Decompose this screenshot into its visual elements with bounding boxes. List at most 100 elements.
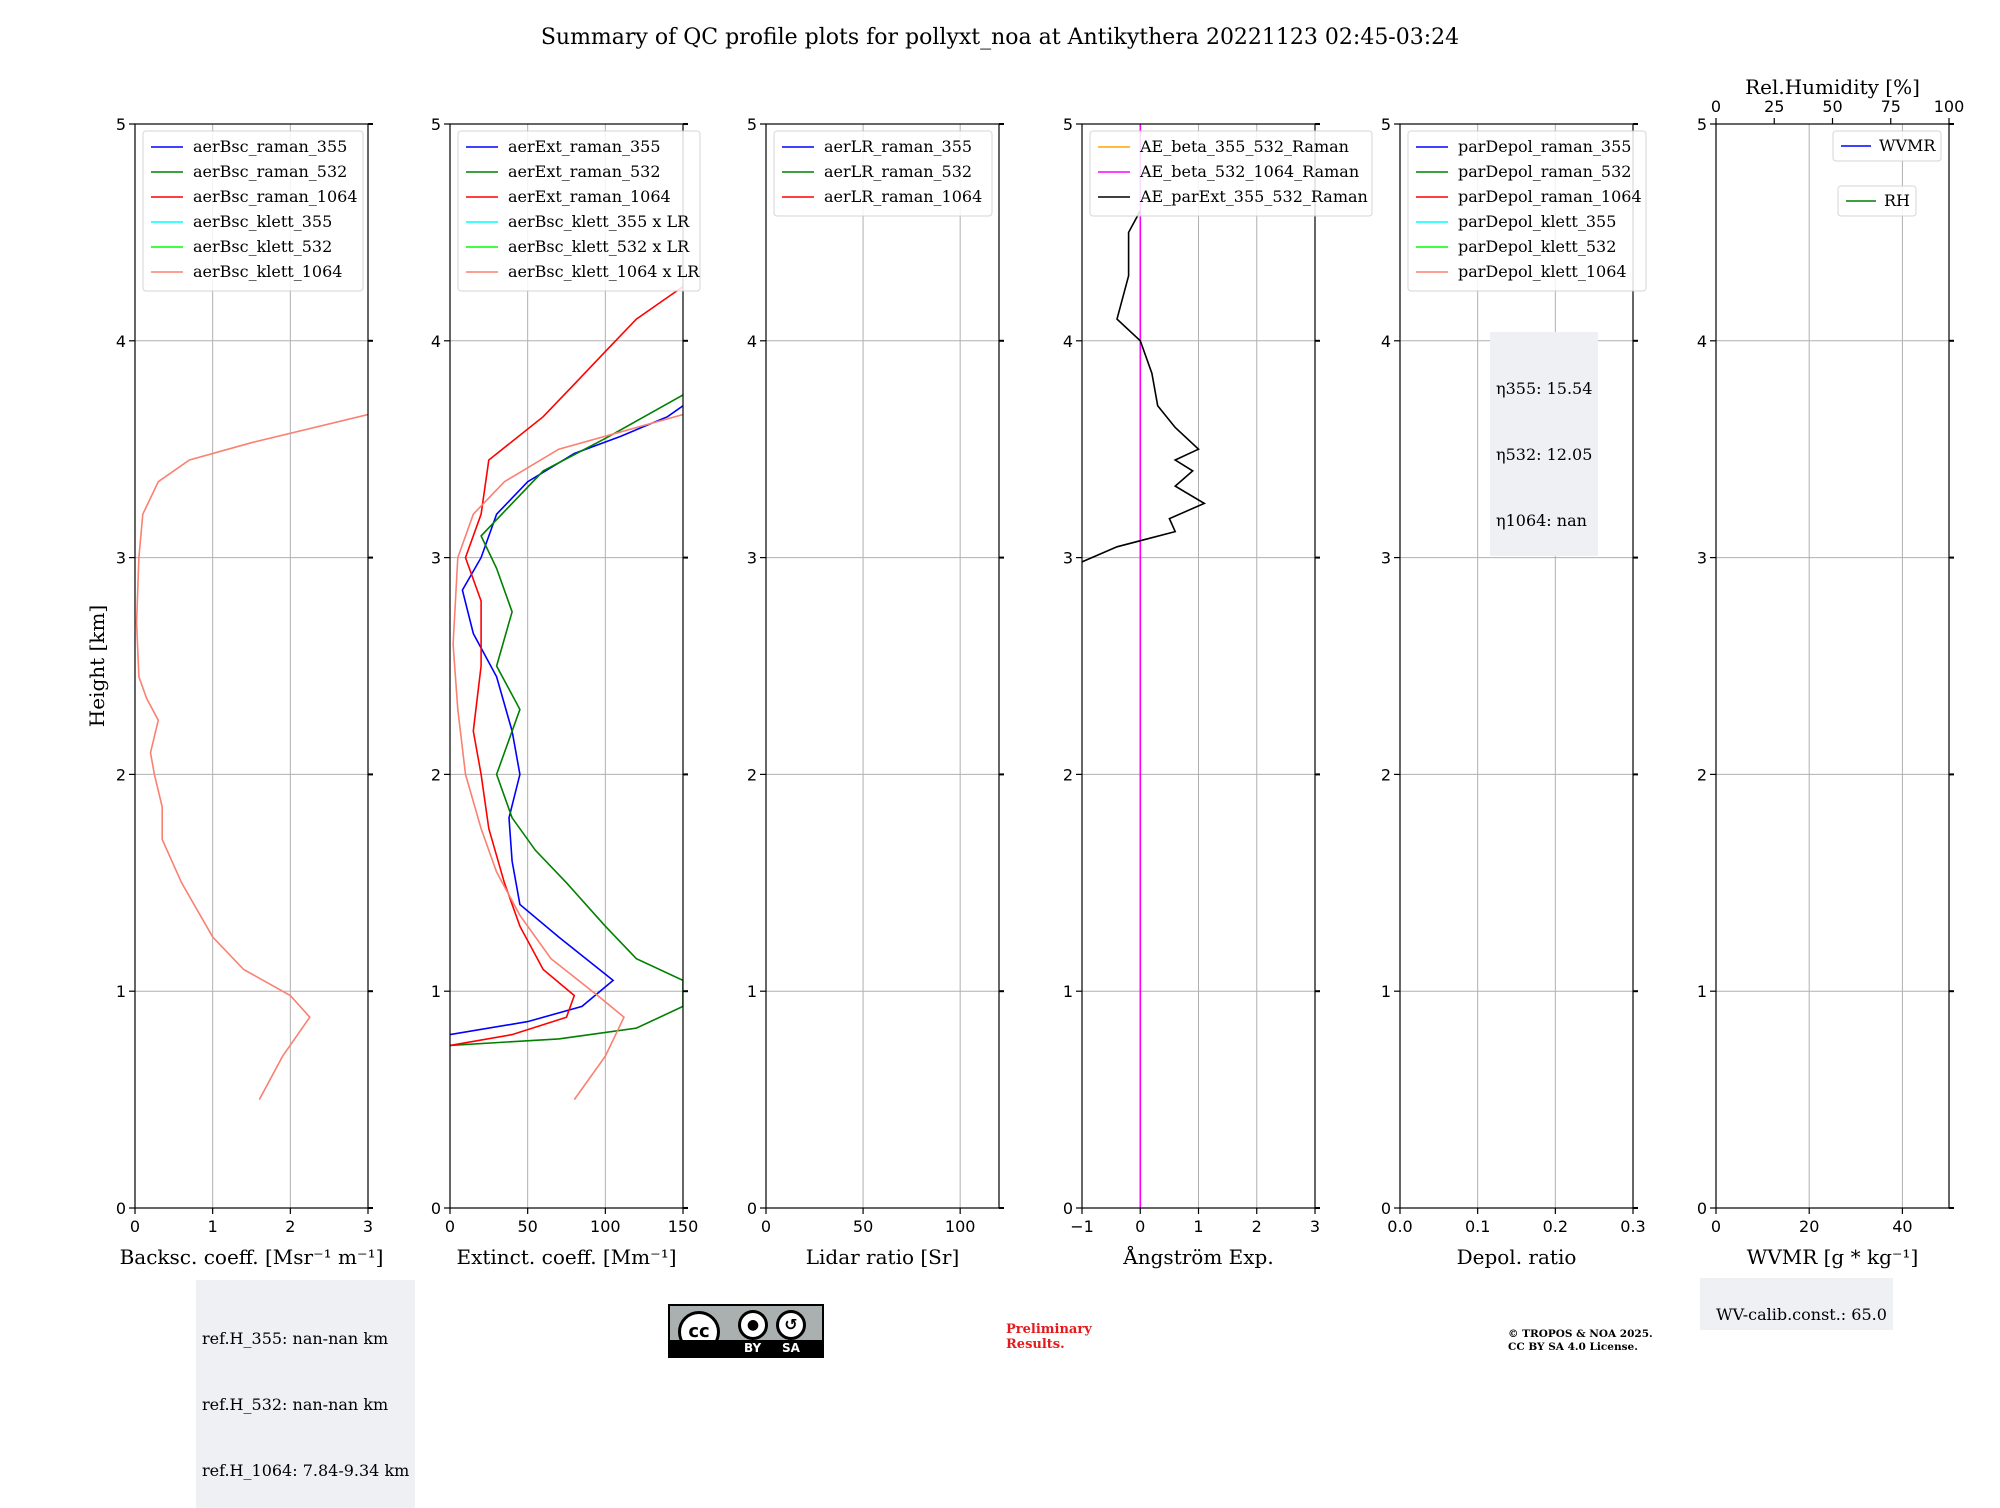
x-tick-label: 0.3 (1620, 1217, 1645, 1236)
y-tick-label: 2 (1063, 765, 1073, 784)
plot-frame (134, 123, 369, 1209)
share-alike-icon: ↺ (776, 1310, 806, 1340)
series-line-AE_parExt_355_532_Raman (1082, 210, 1207, 563)
legend-box (457, 130, 701, 292)
legend-label-aerBsc_klett_1064: aerBsc_klett_1064 (193, 262, 342, 281)
legend-label-AE_beta_355_532_Raman: AE_beta_355_532_Raman (1139, 137, 1349, 156)
y-tick-label: 3 (1063, 549, 1073, 568)
preliminary-line-1: Preliminary (1006, 1322, 1092, 1337)
x-tick-label: 0.2 (1543, 1217, 1568, 1236)
legend-label-aerBsc_raman_1064: aerBsc_raman_1064 (193, 187, 358, 206)
legend-box (142, 130, 364, 292)
chart-panel-1: 0 1 2 3 4 5 0 1 2 3 Backsc. coeff. [Msr⁻¹ m⁻¹] Heig… (85, 115, 383, 1269)
y-tick-label: 2 (1381, 765, 1391, 784)
y-tick-label: 3 (1381, 549, 1391, 568)
top-x-tick-label: 25 (1764, 97, 1784, 116)
legend-label-aerLR_raman_532: aerLR_raman_532 (824, 162, 972, 181)
x-axis-label: Backsc. coeff. [Msr⁻¹ m⁻¹] (120, 1245, 384, 1269)
x-tick-label: 3 (363, 1217, 373, 1236)
x-tick-label: 100 (945, 1217, 976, 1236)
top-x-tick-label: 0 (1711, 97, 1721, 116)
plot-frame (1715, 123, 1950, 1209)
y-tick-label: 1 (747, 982, 757, 1001)
y-tick-label: 1 (431, 982, 441, 1001)
y-tick-label: 4 (431, 332, 441, 351)
x-tick-label: 3 (1310, 1217, 1320, 1236)
eta-532: η532: 12.05 (1496, 445, 1593, 464)
y-tick-label: 3 (1697, 549, 1707, 568)
legend-label-parDepol_raman_355: parDepol_raman_355 (1458, 137, 1631, 156)
badge-by-label: BY (744, 1341, 762, 1355)
copyright-line-2: CC BY SA 4.0 License. (1508, 1341, 1638, 1353)
badge-band (670, 1340, 822, 1356)
x-tick-label: 50 (853, 1217, 873, 1236)
x-tick-label: 50 (517, 1217, 537, 1236)
x-axis-label: Lidar ratio [Sr] (806, 1245, 960, 1269)
legend-label-aerLR_raman_1064: aerLR_raman_1064 (824, 187, 982, 206)
legend-label-parDepol_klett_532: parDepol_klett_532 (1458, 237, 1616, 256)
reference-height-box: ref.H_355: nan-nan km ref.H_532: nan-nan… (196, 1280, 416, 1508)
legend-label-aerExt_raman_532: aerExt_raman_532 (508, 162, 661, 181)
x-tick-label: 20 (1799, 1217, 1819, 1236)
y-tick-label: 2 (747, 765, 757, 784)
legend-label-parDepol_raman_1064: parDepol_raman_1064 (1458, 187, 1642, 206)
legend-box-WVMR (1832, 130, 1942, 162)
y-tick-label: 5 (1063, 115, 1073, 134)
y-tick-label: 5 (116, 115, 126, 134)
x-tick-label: 2 (1252, 1217, 1262, 1236)
attribution-person-icon: ● (738, 1310, 768, 1340)
series-line-aerBsc_klett_1064 (135, 413, 368, 1100)
y-tick-label: 0 (1381, 1199, 1391, 1218)
x-tick-label: 0.0 (1387, 1217, 1412, 1236)
x-axis-label: Depol. ratio (1457, 1245, 1577, 1269)
y-tick-label: 5 (431, 115, 441, 134)
legend-label-aerBsc_raman_532: aerBsc_raman_532 (193, 162, 347, 181)
legend-box (773, 130, 993, 217)
eta-1064: η1064: nan (1496, 511, 1587, 530)
series-line-aerExt_raman_1064 (450, 285, 683, 1047)
y-tick-label: 5 (1697, 115, 1707, 134)
y-tick-label: 1 (1063, 982, 1073, 1001)
x-tick-label: 40 (1892, 1217, 1912, 1236)
chart-panel-5: 0 1 2 3 4 5 0.0 0.1 0.2 0.3 Depol. ratio parDepol_r… (1381, 115, 1647, 1269)
legend-label-parDepol_raman_532: parDepol_raman_532 (1458, 162, 1631, 181)
x-tick-label: 150 (668, 1217, 699, 1236)
legend-label-aerLR_raman_355: aerLR_raman_355 (824, 137, 972, 156)
x-axis-label: Extinct. coeff. [Mm⁻¹] (456, 1245, 676, 1269)
plot-frame (449, 123, 684, 1209)
preliminary-results-note: Preliminary Results. (1006, 1322, 1092, 1352)
y-tick-label: 4 (116, 332, 126, 351)
legend-label-aerBsc_klett_355 x LR: aerBsc_klett_355 x LR (508, 212, 690, 231)
x-tick-label: 0.1 (1465, 1217, 1490, 1236)
cc-by-sa-badge: cc ● ↺ BY SA (668, 1304, 824, 1358)
x-tick-label: 0 (1711, 1217, 1721, 1236)
x-axis-label: Ångström Exp. (1122, 1244, 1273, 1269)
y-tick-label: 0 (1697, 1199, 1707, 1218)
x-tick-label: 2 (285, 1217, 295, 1236)
x-tick-label: −1 (1070, 1217, 1094, 1236)
copyright-line-1: © TROPOS & NOA 2025. (1508, 1328, 1653, 1340)
x-tick-label: 1 (208, 1217, 218, 1236)
y-tick-label: 0 (431, 1199, 441, 1218)
plot-frame (765, 123, 1000, 1209)
x-tick-label: 1 (1193, 1217, 1203, 1236)
legend-label-aerBsc_klett_532: aerBsc_klett_532 (193, 237, 332, 256)
y-tick-label: 1 (116, 982, 126, 1001)
x-tick-label: 100 (590, 1217, 621, 1236)
legend-label-aerExt_raman_1064: aerExt_raman_1064 (508, 187, 671, 206)
figure-title: Summary of QC profile plots for pollyxt_… (541, 25, 1459, 50)
legend-label-AE_beta_532_1064_Raman: AE_beta_532_1064_Raman (1139, 162, 1359, 181)
legend-box-RH (1837, 185, 1917, 217)
legend-label-AE_parExt_355_532_Raman: AE_parExt_355_532_Raman (1139, 187, 1368, 206)
top-x-tick-label: 50 (1822, 97, 1842, 116)
legend-label-parDepol_klett_355: parDepol_klett_355 (1458, 212, 1616, 231)
plot-frame (1399, 123, 1634, 1209)
wv-calibration-constant: WV-calib.const.: 65.0 (1716, 1305, 1887, 1324)
y-tick-label: 2 (431, 765, 441, 784)
y-tick-label: 5 (1381, 115, 1391, 134)
ref-h-355: ref.H_355: nan-nan km (202, 1329, 389, 1348)
top-x-tick-label: 100 (1934, 97, 1965, 116)
y-tick-label: 0 (1063, 1199, 1073, 1218)
